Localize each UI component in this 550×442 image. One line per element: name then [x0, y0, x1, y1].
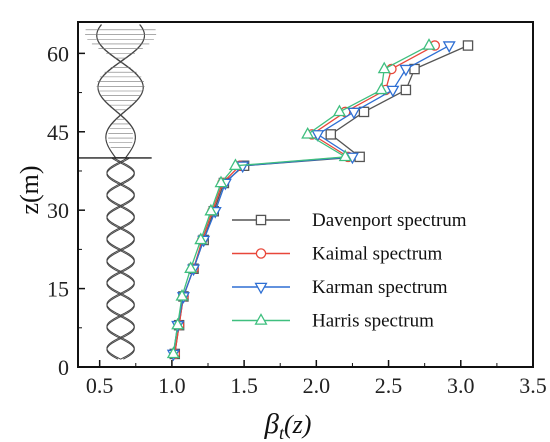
tower-mode-shape-illustration [77, 24, 157, 360]
x-tick-label: 3.0 [447, 373, 475, 398]
data-point [358, 106, 370, 118]
data-point [204, 203, 218, 216]
x-tick-label: 1.0 [158, 373, 186, 398]
x-tick-label: 2.5 [375, 373, 403, 398]
x-tick-label: 3.5 [519, 373, 547, 398]
y-tick-label: 0 [58, 355, 69, 380]
legend-label: Karman spectrum [312, 277, 448, 298]
data-point [214, 175, 228, 188]
data-point [400, 84, 412, 96]
x-axis-title-argument: (z) [284, 410, 311, 439]
legend-item: Karman spectrum [232, 277, 448, 298]
legend-marker [254, 282, 268, 295]
y-tick-label: 15 [47, 277, 69, 302]
data-point [442, 41, 456, 53]
data-point [194, 232, 208, 245]
plot-frame [77, 21, 534, 368]
data-point [171, 317, 185, 330]
legend-label: Kaimal spectrum [312, 244, 443, 265]
x-axis-title: βt(z) [264, 408, 312, 442]
data-point [175, 288, 189, 301]
data-point [301, 126, 315, 139]
data-point [422, 38, 436, 50]
legend-label: Harris spectrum [312, 311, 434, 332]
x-axis-title-beta: β [264, 408, 280, 440]
legend-item: Harris spectrum [232, 311, 434, 332]
legend-label: Davenport spectrum [312, 210, 467, 231]
y-tick-label: 60 [47, 41, 69, 66]
data-point [374, 82, 388, 95]
legend-marker [255, 248, 267, 259]
data-point [377, 61, 391, 74]
y-tick-label: 45 [47, 120, 69, 145]
legend-item: Kaimal spectrum [232, 244, 443, 265]
data-point [338, 149, 352, 162]
legend-marker [254, 313, 268, 325]
x-tick-label: 2.0 [303, 373, 331, 398]
data-point [311, 130, 325, 142]
x-axis-title-subscript: t [279, 423, 285, 442]
axis-ticks: 0.5 1.0 1.5 2.0 2.5 3.0 3.5 0 15 30 45 60 [47, 41, 547, 398]
data-point [325, 129, 337, 140]
data-point [228, 158, 242, 171]
legend-marker [255, 214, 267, 226]
data-point [347, 107, 361, 120]
legend: Davenport spectrum Kaimal spectrum Karman … [232, 210, 467, 332]
data-point [166, 346, 180, 359]
x-tick-label: 0.5 [86, 373, 114, 398]
x-tick-label: 1.5 [230, 373, 258, 398]
y-axis-title: z(m) [15, 165, 44, 214]
series-triangle-up [166, 38, 436, 359]
legend-item: Davenport spectrum [232, 210, 467, 231]
data-point [462, 40, 474, 51]
data-point [332, 104, 346, 117]
data-point [399, 64, 413, 77]
data-point [386, 85, 400, 98]
data-point [184, 261, 198, 273]
y-tick-label: 30 [47, 198, 69, 223]
series-group [166, 38, 474, 362]
